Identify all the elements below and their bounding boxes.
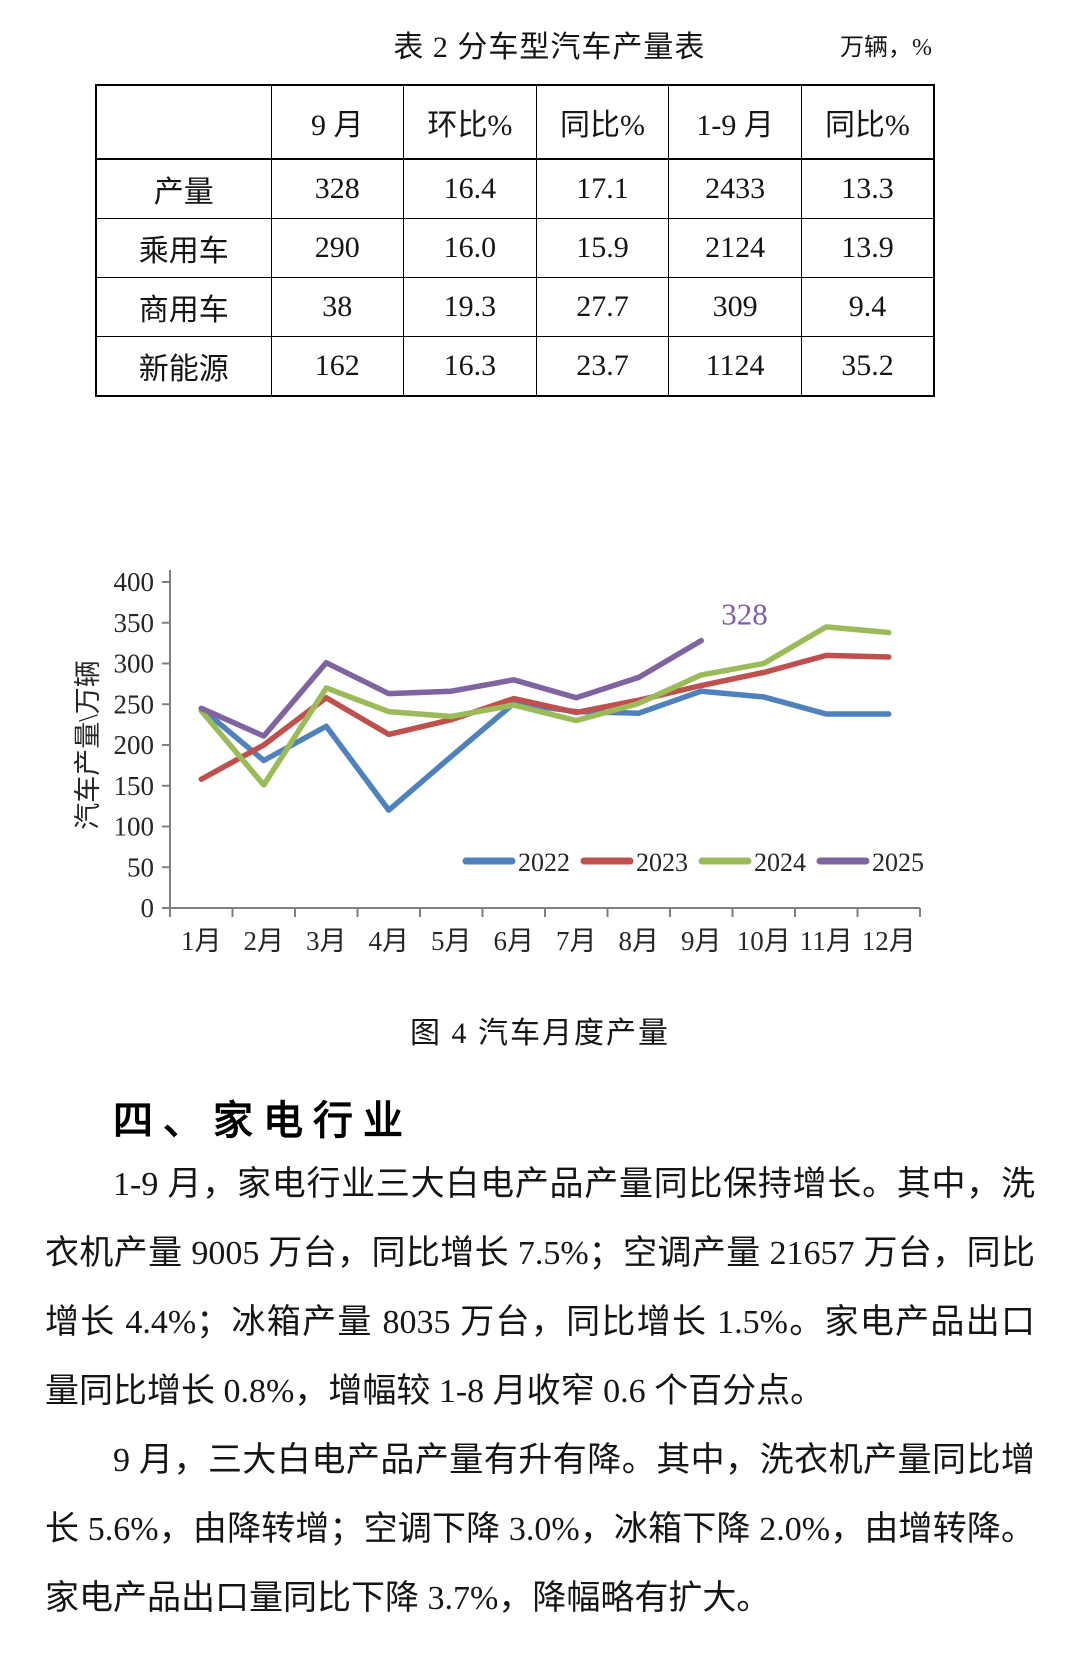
y-tick-label: 250	[114, 689, 155, 719]
cell: 13.3	[800, 158, 935, 219]
y-tick-label: 100	[114, 812, 155, 842]
cell: 162	[270, 336, 405, 397]
y-tick-label: 50	[127, 852, 154, 882]
cell: 1124	[668, 336, 802, 397]
vehicle-production-table: 9 月 环比% 同比% 1-9 月 同比% 产量 328 16.4 17.1 2…	[95, 84, 935, 397]
row-label: 新能源	[95, 336, 272, 397]
cell: 16.0	[403, 218, 537, 278]
row-label: 商用车	[95, 277, 272, 337]
legend-label-2023: 2023	[636, 848, 688, 877]
header-cell-yoy2: 同比%	[800, 84, 935, 160]
table-title-row: 表 2 分车型汽车产量表 万辆，%	[0, 22, 1080, 64]
monthly-production-chart-svg: 0 50 100 150 200 250 300 350 400 1月 2月 3月 4月 5月 6月 7月 8月…	[73, 567, 924, 956]
table-header-row: 9 月 环比% 同比% 1-9 月 同比%	[95, 84, 935, 160]
body-text: 1-9 月，家电行业三大白电产品产量同比保持增长。其中，洗衣机产量 9005 万…	[45, 1150, 1035, 1633]
section-heading: 四、家电行业	[113, 1099, 413, 1143]
cell: 17.1	[535, 158, 670, 219]
cell: 35.2	[800, 336, 935, 397]
header-cell-mom: 环比%	[403, 84, 537, 160]
monthly-production-chart: 0 50 100 150 200 250 300 350 400 1月 2月 3月 4月 5月 6月 7月 8月…	[0, 520, 1080, 960]
row-label: 产量	[95, 158, 272, 219]
x-tick-label: 6月	[494, 926, 535, 956]
legend-label-2025: 2025	[872, 848, 924, 877]
legend-label-2022: 2022	[518, 848, 570, 877]
cell: 13.9	[800, 218, 935, 278]
series-line-2025	[198, 637, 704, 739]
cell: 2433	[668, 158, 802, 219]
x-tick-label: 11月	[800, 926, 853, 956]
table-unit-label: 万辆，%	[840, 35, 932, 61]
legend-label-2024: 2024	[754, 848, 806, 877]
y-tick-label: 200	[114, 730, 155, 760]
table-row: 商用车 38 19.3 27.7 309 9.4	[95, 277, 935, 337]
cell: 290	[270, 218, 405, 278]
figure-caption: 图 4 汽车月度产量	[410, 1017, 670, 1050]
paragraph-2: 9 月，三大白电产品产量有升有降。其中，洗衣机产量同比增长 5.6%，由降转增；…	[45, 1442, 1035, 1617]
cell: 16.3	[403, 336, 537, 397]
cell: 2124	[668, 218, 802, 278]
data-label-latest: 328	[721, 597, 768, 632]
y-tick-label: 0	[141, 893, 155, 923]
x-tick-label: 12月	[862, 926, 916, 956]
table-row: 产量 328 16.4 17.1 2433 13.3	[95, 158, 935, 219]
cell: 27.7	[535, 277, 670, 337]
cell: 15.9	[535, 218, 670, 278]
paragraph-1: 1-9 月，家电行业三大白电产品产量同比保持增长。其中，洗衣机产量 9005 万…	[45, 1166, 1035, 1410]
x-tick-label: 2月	[244, 926, 285, 956]
cell: 328	[270, 158, 405, 219]
table-row: 乘用车 290 16.0 15.9 2124 13.9	[95, 218, 935, 278]
row-label: 乘用车	[95, 218, 272, 278]
cell: 9.4	[800, 277, 935, 337]
cell: 38	[270, 277, 405, 337]
cell: 16.4	[403, 158, 537, 219]
series-line-2022	[198, 688, 892, 813]
y-axis-title: 汽车产量\万辆	[73, 660, 103, 830]
x-tick-label: 5月	[431, 926, 472, 956]
x-tick-label: 10月	[737, 926, 791, 956]
y-tick-label: 150	[114, 771, 155, 801]
header-cell-september: 9 月	[270, 84, 405, 160]
y-tick-label: 300	[114, 649, 155, 679]
x-tick-label: 4月	[369, 926, 410, 956]
cell: 23.7	[535, 336, 670, 397]
x-tick-label: 7月	[556, 926, 597, 956]
cell: 309	[668, 277, 802, 337]
y-tick-label: 350	[114, 608, 155, 638]
header-cell-blank	[95, 84, 272, 160]
x-tick-label: 9月	[681, 926, 722, 956]
x-tick-label: 3月	[306, 926, 347, 956]
series-line-2024	[198, 624, 892, 788]
header-cell-yoy: 同比%	[535, 84, 670, 160]
table-title: 表 2 分车型汽车产量表	[393, 31, 706, 64]
cell: 19.3	[403, 277, 537, 337]
header-cell-jan-sep: 1-9 月	[668, 84, 802, 160]
y-tick-label: 400	[114, 567, 155, 597]
x-tick-label: 8月	[619, 926, 660, 956]
x-tick-label: 1月	[181, 926, 222, 956]
table-row: 新能源 162 16.3 23.7 1124 35.2	[95, 336, 935, 397]
